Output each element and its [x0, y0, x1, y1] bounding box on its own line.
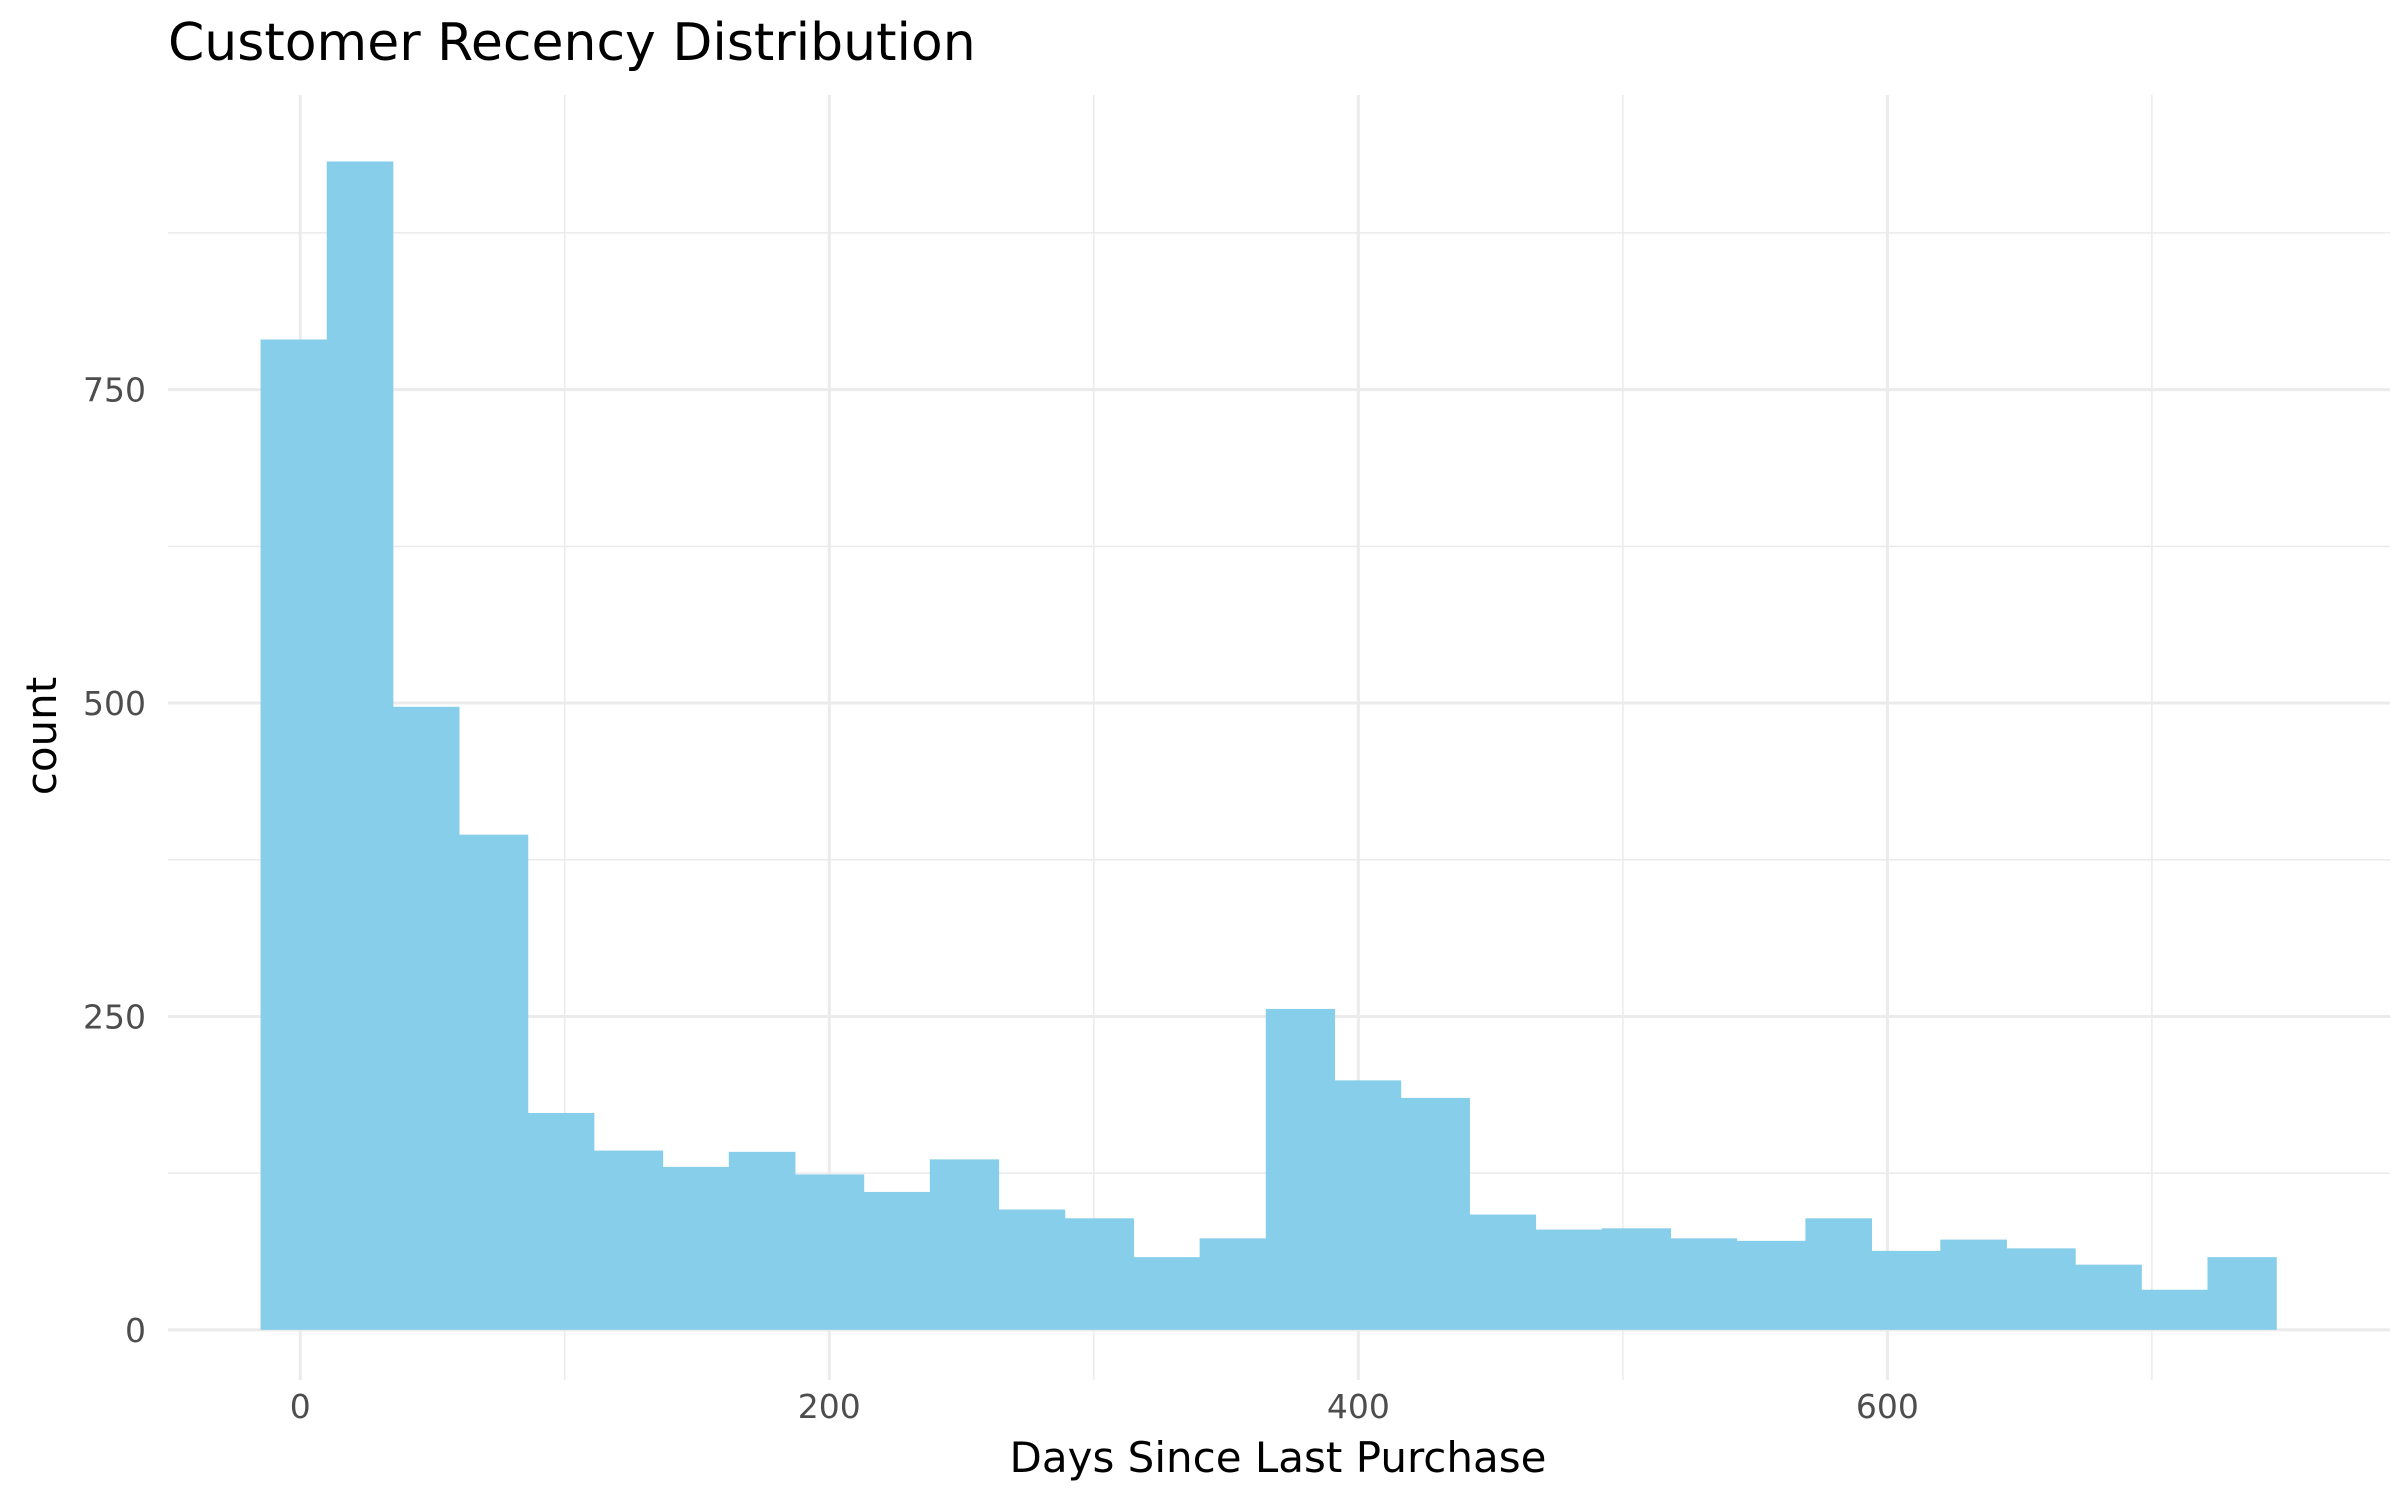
histogram-bar — [260, 339, 328, 1330]
y-axis-title: count — [17, 677, 66, 796]
x-tick-label: 600 — [1856, 1387, 1919, 1426]
histogram-bar — [1940, 1239, 2007, 1330]
histogram-bar — [1400, 1097, 1470, 1330]
x-axis-title: Days Since Last Purchase — [1010, 1433, 1547, 1482]
y-tick-label: 750 — [83, 371, 146, 410]
histogram-bar — [1469, 1214, 1537, 1330]
x-tick-label: 400 — [1327, 1387, 1390, 1426]
histogram-bar — [527, 1112, 595, 1330]
histogram-bar — [593, 1150, 664, 1330]
histogram-bar — [1601, 1228, 1671, 1330]
histogram-bar — [794, 1174, 865, 1330]
y-tick-label: 0 — [125, 1311, 146, 1350]
y-tick-label: 250 — [83, 997, 146, 1036]
histogram-bar — [326, 161, 394, 1330]
histogram-bar — [1199, 1238, 1267, 1330]
histogram-bar — [2006, 1248, 2076, 1330]
histogram-bar — [929, 1159, 1000, 1330]
x-axis-ticks: 0 200 400 600 — [290, 1387, 1919, 1426]
histogram-bar — [863, 1191, 931, 1330]
histogram-bar — [728, 1151, 796, 1330]
histogram-bar — [1670, 1238, 1738, 1330]
histogram-bar — [1133, 1257, 1201, 1330]
histogram-bar — [1265, 1008, 1336, 1330]
histogram-bars — [260, 161, 2277, 1330]
histogram-bar — [1064, 1218, 1135, 1330]
histogram-bar — [392, 706, 460, 1330]
histogram-bar — [2141, 1289, 2208, 1330]
histogram-bar — [2207, 1257, 2277, 1330]
y-tick-label: 500 — [83, 684, 146, 723]
histogram-bar — [662, 1166, 730, 1330]
histogram-bar — [1871, 1250, 1941, 1330]
x-tick-label: 200 — [798, 1387, 861, 1426]
histogram-bar — [458, 834, 529, 1330]
y-axis-ticks: 0 250 500 750 — [83, 371, 146, 1350]
histogram-bar — [2075, 1264, 2142, 1330]
chart-title: Customer Recency Distribution — [168, 13, 976, 73]
histogram-bar — [1736, 1240, 1806, 1330]
histogram-bar — [1535, 1229, 1603, 1330]
histogram-bar — [998, 1209, 1066, 1330]
histogram-bar — [1334, 1080, 1402, 1330]
x-tick-label: 0 — [290, 1387, 311, 1426]
histogram-bar — [1805, 1218, 1873, 1330]
